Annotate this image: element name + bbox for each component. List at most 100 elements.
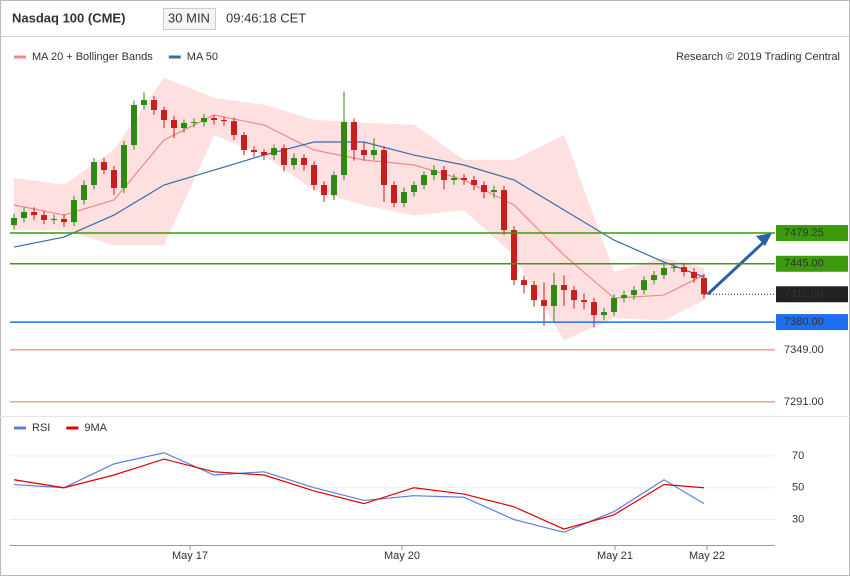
candle-body <box>441 170 447 180</box>
candle-body <box>61 218 67 223</box>
y-tick-label: 50 <box>792 482 804 494</box>
candle-body <box>551 285 557 306</box>
candle-body <box>421 175 427 186</box>
level-tag <box>776 255 848 272</box>
legend-label: 9MA <box>84 422 107 434</box>
candle-body <box>491 190 497 193</box>
level-label: 7380.00 <box>784 316 824 328</box>
candle-body <box>511 230 517 281</box>
candle-body <box>321 185 327 196</box>
candle-body <box>361 150 367 156</box>
legend-label: MA 50 <box>187 51 218 63</box>
level-tag <box>776 225 848 242</box>
candle-body <box>531 285 537 301</box>
candle-body <box>341 122 347 176</box>
candle-body <box>661 268 667 276</box>
bollinger-band <box>13 177 65 231</box>
candle-body <box>471 179 477 186</box>
legend-label: MA 20 + Bollinger Bands <box>32 51 153 63</box>
candle-body <box>151 99 157 111</box>
candle-body <box>111 170 117 189</box>
candle-body <box>171 119 177 129</box>
level-label: 7291.00 <box>784 396 824 408</box>
candle-body <box>11 218 17 226</box>
candle-body <box>481 185 487 193</box>
candle-body <box>161 110 167 120</box>
forecast-arrowhead <box>756 233 772 246</box>
candle-body <box>701 278 707 295</box>
level-label: 7411.00 <box>784 288 823 300</box>
candle-body <box>281 148 287 166</box>
candle-body <box>581 300 587 303</box>
candle-body <box>541 300 547 306</box>
candle-body <box>71 199 77 223</box>
candle-body <box>501 190 507 231</box>
candle-body <box>431 170 437 176</box>
candle-body <box>211 117 217 120</box>
level-tag <box>776 286 848 303</box>
candle-body <box>81 185 87 200</box>
candle-body <box>201 117 207 123</box>
interval: 30 MIN <box>168 10 210 25</box>
candle-body <box>311 165 317 186</box>
candle-body <box>31 212 37 216</box>
candle-body <box>681 267 687 273</box>
candle-body <box>611 298 617 313</box>
legend-label: RSI <box>32 422 50 434</box>
rsi-line <box>13 452 705 533</box>
candle-body <box>301 158 307 166</box>
candle-body <box>381 150 387 186</box>
candle-body <box>651 275 657 281</box>
candle-body <box>401 192 407 204</box>
candle-body <box>51 218 57 220</box>
level-tag <box>776 314 848 331</box>
candle-body <box>601 312 607 316</box>
candle-body <box>291 158 297 166</box>
candle-body <box>461 178 467 180</box>
candle-body <box>141 99 147 105</box>
candle-body <box>621 295 627 299</box>
candle-body <box>41 215 47 220</box>
candle-body <box>671 267 677 269</box>
x-tick-label: May 21 <box>597 550 633 562</box>
candle-body <box>271 148 277 156</box>
x-tick-label: May 22 <box>689 550 725 562</box>
candle-body <box>571 290 577 301</box>
candle-body <box>631 290 637 296</box>
candle-body <box>371 150 377 156</box>
candle-body <box>251 150 257 152</box>
candle-body <box>221 119 227 122</box>
rsi-line <box>13 458 705 530</box>
candle-body <box>181 123 187 129</box>
level-label: 7445.00 <box>784 258 824 270</box>
candle-body <box>561 285 567 291</box>
candle-body <box>351 122 357 151</box>
candle-body <box>191 122 197 124</box>
candle-body <box>691 272 697 279</box>
candle-body <box>241 135 247 151</box>
interval-box <box>163 8 216 30</box>
candle-body <box>641 280 647 291</box>
candle-body <box>331 175 337 196</box>
candle-body <box>21 212 27 219</box>
time: 09:46:18 CET <box>226 10 306 25</box>
candle-body <box>101 162 107 171</box>
forecast-arrow <box>706 238 768 296</box>
instrument-title: Nasdaq 100 (CME) <box>12 10 125 25</box>
level-label: 7479.25 <box>784 227 824 239</box>
candle-body <box>261 151 267 156</box>
level-label: 7349.00 <box>784 344 824 356</box>
candle-body <box>521 280 527 286</box>
credit: Research © 2019 Trading Central <box>676 51 840 63</box>
x-tick-label: May 20 <box>384 550 420 562</box>
x-tick-label: May 17 <box>172 550 208 562</box>
candle-body <box>131 104 137 145</box>
y-tick-label: 70 <box>792 450 804 462</box>
candle-body <box>391 185 397 204</box>
candle-body <box>231 121 237 136</box>
candle-body <box>91 162 97 186</box>
candle-body <box>451 178 457 180</box>
candle-body <box>411 185 417 193</box>
